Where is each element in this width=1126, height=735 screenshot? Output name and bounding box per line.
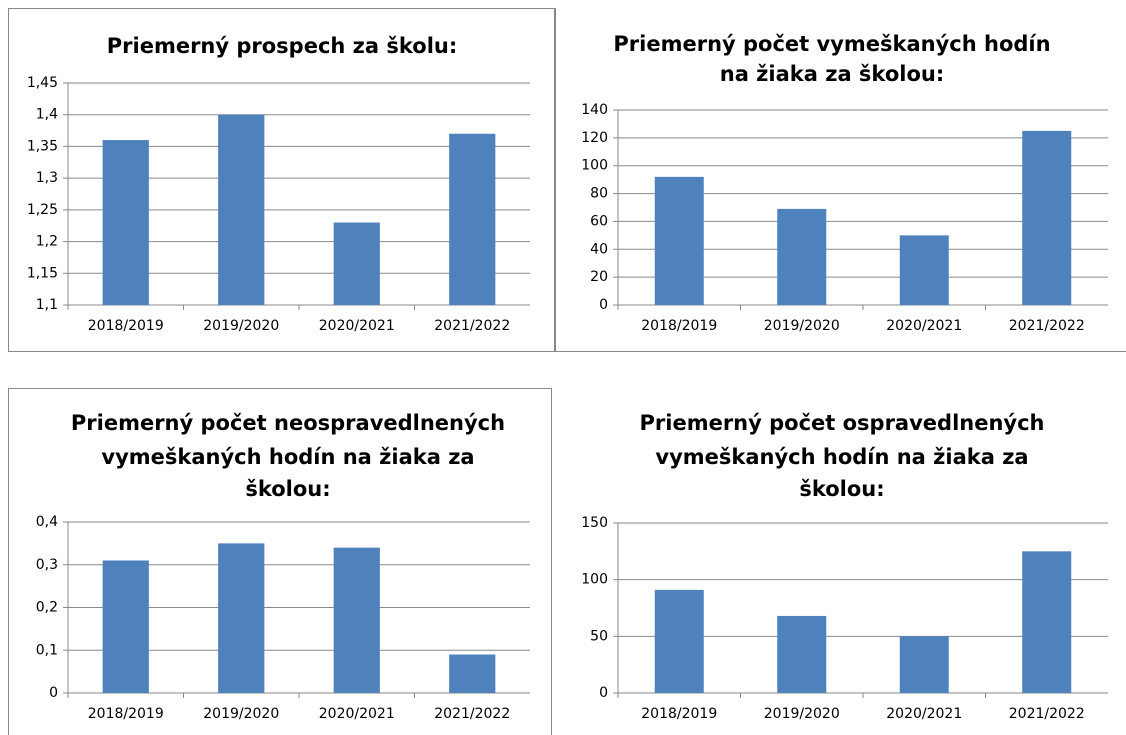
x-tick-label: 2018/2019 — [88, 706, 164, 722]
x-tick-label: 2020/2021 — [886, 706, 962, 722]
y-tick-label: 60 — [590, 213, 608, 229]
y-tick-label: 80 — [590, 186, 608, 202]
bar — [449, 654, 496, 693]
chart-title: vymeškaných hodín na žiaka za — [101, 445, 474, 469]
bar — [1022, 551, 1072, 693]
x-tick-label: 2018/2019 — [88, 318, 164, 334]
y-tick-label: 40 — [590, 241, 608, 257]
x-tick-label: 2018/2019 — [641, 318, 717, 334]
chart-title: školou: — [245, 477, 330, 501]
y-tick-label: 0,4 — [36, 514, 58, 530]
x-tick-label: 2018/2019 — [641, 706, 717, 722]
bar — [449, 133, 496, 305]
bar — [102, 140, 149, 305]
x-tick-label: 2021/2022 — [1009, 318, 1085, 334]
y-tick-label: 100 — [581, 572, 608, 588]
bar — [1022, 130, 1072, 305]
chart-title: Priemerný prospech za školu: — [107, 34, 458, 58]
bar — [102, 560, 149, 693]
y-tick-label: 1,35 — [27, 138, 58, 154]
panel-border — [555, 8, 1126, 352]
chart-title: Priemerný počet ospravedlnených — [640, 411, 1045, 435]
y-tick-label: 0 — [49, 685, 58, 701]
bar — [777, 615, 827, 693]
y-tick-label: 140 — [581, 102, 608, 118]
bar — [899, 636, 949, 693]
y-tick-label: 1,1 — [36, 297, 58, 313]
x-tick-label: 2019/2020 — [203, 318, 279, 334]
chart-title: Priemerný počet neospravedlnených — [71, 411, 505, 435]
y-tick-label: 1,4 — [36, 107, 58, 123]
y-tick-label: 1,45 — [27, 75, 58, 91]
y-tick-label: 0,2 — [36, 600, 58, 616]
y-tick-label: 20 — [590, 269, 608, 285]
y-tick-label: 1,3 — [36, 170, 58, 186]
bar — [654, 589, 704, 693]
bar — [654, 176, 704, 305]
bar — [218, 114, 265, 305]
x-tick-label: 2021/2022 — [434, 318, 510, 334]
x-tick-label: 2020/2021 — [319, 318, 395, 334]
y-tick-label: 120 — [581, 130, 608, 146]
y-tick-label: 1,15 — [27, 265, 58, 281]
bar — [899, 235, 949, 305]
y-tick-label: 1,2 — [36, 234, 58, 250]
bar — [333, 547, 380, 693]
x-tick-label: 2019/2020 — [203, 706, 279, 722]
x-tick-label: 2020/2021 — [886, 318, 962, 334]
x-tick-label: 2020/2021 — [319, 706, 395, 722]
bar — [333, 222, 380, 305]
x-tick-label: 2021/2022 — [434, 706, 510, 722]
panel-border — [8, 388, 552, 735]
y-tick-label: 50 — [590, 628, 608, 644]
y-tick-label: 0,3 — [36, 557, 58, 573]
chart-title: na žiaka za školou: — [720, 62, 944, 86]
chart-title: Priemerný počet vymeškaných hodín — [613, 32, 1050, 56]
y-tick-label: 150 — [581, 515, 608, 531]
panel-border — [8, 8, 555, 352]
y-tick-label: 100 — [581, 158, 608, 174]
y-tick-label: 0 — [599, 297, 608, 313]
x-tick-label: 2019/2020 — [764, 318, 840, 334]
x-tick-label: 2019/2020 — [764, 706, 840, 722]
bar — [218, 543, 265, 693]
y-tick-label: 1,25 — [27, 202, 58, 218]
chart-title: školou: — [799, 477, 884, 501]
x-tick-label: 2021/2022 — [1009, 706, 1085, 722]
chart-title: vymeškaných hodín na žiaka za — [655, 445, 1028, 469]
y-tick-label: 0 — [599, 685, 608, 701]
y-tick-label: 0,1 — [36, 642, 58, 658]
bar — [777, 208, 827, 305]
